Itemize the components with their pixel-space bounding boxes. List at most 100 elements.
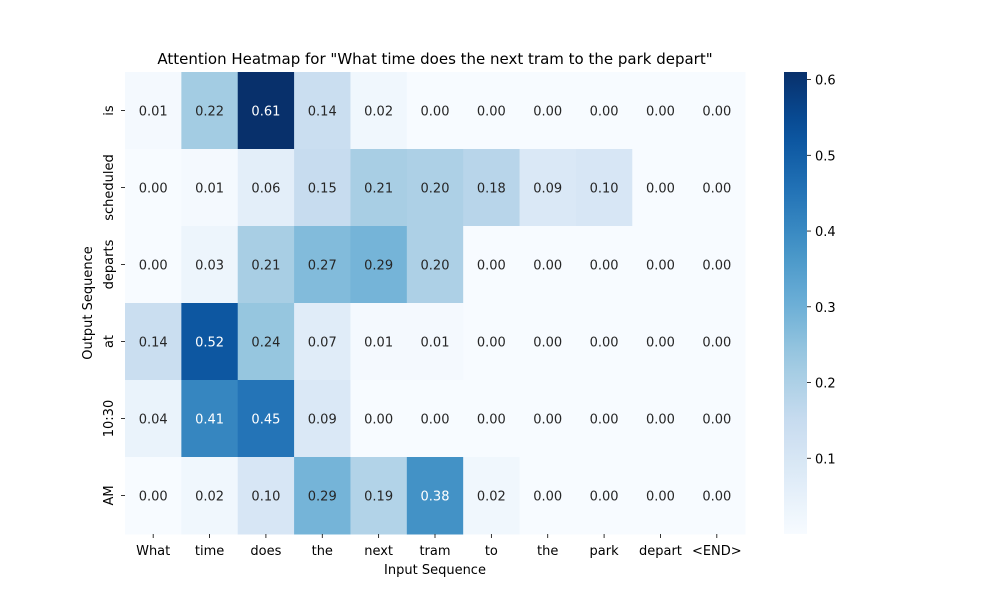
- cell-value-label: 0.00: [646, 182, 675, 197]
- y-tick-label: departs: [102, 239, 117, 289]
- heatmap-cell: [519, 149, 577, 227]
- cell-value-label: 0.00: [590, 105, 619, 120]
- cell-value-label: 0.20: [421, 182, 450, 197]
- heatmap-cell: [181, 72, 239, 150]
- heatmap-cell: [237, 303, 295, 381]
- heatmap-cell: [688, 380, 746, 458]
- cell-value-label: 0.01: [364, 336, 393, 351]
- x-tick-label: depart: [639, 544, 682, 559]
- cell-value-label: 0.00: [533, 490, 562, 505]
- x-tick-label: to: [485, 544, 498, 559]
- colorbar-tick-label: 0.2: [815, 377, 836, 392]
- cell-value-label: 0.14: [139, 336, 168, 351]
- heatmap-cell: [688, 226, 746, 304]
- heatmap-cell: [463, 380, 521, 458]
- cell-value-label: 0.00: [533, 105, 562, 120]
- heatmap-cell: [575, 457, 633, 535]
- heatmap-cell: [125, 303, 182, 381]
- cell-value-label: 0.45: [251, 413, 280, 428]
- cell-value-label: 0.20: [421, 259, 450, 274]
- heatmap-cell: [181, 457, 239, 535]
- heatmap-cell: [294, 457, 351, 535]
- cell-value-label: 0.00: [477, 259, 506, 274]
- heatmap-cell: [406, 457, 464, 535]
- x-tick-label: time: [195, 544, 224, 559]
- cell-value-label: 0.00: [421, 105, 450, 120]
- x-tick-label: does: [250, 544, 281, 559]
- heatmap-cell: [294, 149, 351, 227]
- heatmap-cell: [688, 457, 746, 535]
- colorbar: 0.1 0.2 0.3 0.4 0.5 0.6: [784, 72, 836, 534]
- heatmap-cell: [125, 72, 182, 150]
- heatmap-cell: [632, 72, 690, 150]
- cell-value-label: 0.18: [477, 182, 506, 197]
- colorbar-gradient: [784, 72, 807, 534]
- cell-value-label: 0.09: [308, 413, 337, 428]
- heatmap-cell: [350, 149, 408, 227]
- y-tick-label: AM: [102, 485, 117, 505]
- cell-value-label: 0.14: [308, 105, 337, 120]
- cell-value-label: 0.00: [533, 259, 562, 274]
- cell-value-label: 0.00: [646, 490, 675, 505]
- cell-value-label: 0.00: [702, 336, 731, 351]
- x-tick-label: What: [136, 544, 170, 559]
- cell-value-label: 0.00: [646, 259, 675, 274]
- cell-value-label: 0.00: [702, 182, 731, 197]
- heatmap-cell: [181, 380, 239, 458]
- heatmap-cell: [294, 72, 351, 150]
- cell-value-label: 0.21: [251, 259, 280, 274]
- heatmap-cell: [463, 72, 521, 150]
- x-tick-label: the: [312, 544, 333, 559]
- cell-value-label: 0.00: [364, 413, 393, 428]
- cell-value-label: 0.00: [590, 490, 619, 505]
- cell-value-label: 0.10: [251, 490, 280, 505]
- heatmap-cell: [519, 72, 577, 150]
- colorbar-tick-label: 0.6: [815, 74, 836, 89]
- heatmap-cell: [350, 457, 408, 535]
- heatmap-cell: [575, 72, 633, 150]
- colorbar-tick-label: 0.5: [815, 149, 836, 164]
- cell-value-label: 0.21: [364, 182, 393, 197]
- heatmap-cell: [237, 72, 295, 150]
- cell-value-label: 0.00: [477, 105, 506, 120]
- heatmap-cell: [688, 303, 746, 381]
- cell-value-label: 0.00: [590, 259, 619, 274]
- cell-value-label: 0.00: [477, 413, 506, 428]
- heatmap-cell: [294, 303, 351, 381]
- cell-value-label: 0.00: [702, 413, 731, 428]
- heatmap-cell: [125, 380, 182, 458]
- cell-value-label: 0.29: [364, 259, 393, 274]
- cell-value-label: 0.03: [195, 259, 224, 274]
- cell-value-label: 0.01: [195, 182, 224, 197]
- x-axis-ticks: What time does the next tram to the park depart <E…: [136, 534, 742, 559]
- heatmap-cell: [181, 226, 239, 304]
- colorbar-tick-label: 0.1: [815, 452, 836, 467]
- heatmap-cell: [125, 226, 182, 304]
- heatmap-cell: [463, 149, 521, 227]
- heatmap-cell: [519, 303, 577, 381]
- y-axis-ticks: is scheduled departs at 10:30 AM: [102, 105, 125, 506]
- cell-value-label: 0.02: [364, 105, 393, 120]
- y-tick-label: scheduled: [102, 154, 117, 221]
- cell-value-label: 0.38: [421, 490, 450, 505]
- cell-value-label: 0.52: [195, 336, 224, 351]
- heatmap-cell: [294, 380, 351, 458]
- heatmap-cell: [406, 149, 464, 227]
- cell-value-label: 0.09: [533, 182, 562, 197]
- heatmap-cell: [350, 303, 408, 381]
- cell-value-label: 0.15: [308, 182, 337, 197]
- y-tick-label: is: [102, 105, 117, 116]
- heatmap-cell: [632, 380, 690, 458]
- cell-value-label: 0.00: [590, 413, 619, 428]
- heatmap-cell: [125, 149, 182, 227]
- cell-value-label: 0.02: [195, 490, 224, 505]
- heatmap-cell: [237, 149, 295, 227]
- x-tick-label: the: [537, 544, 558, 559]
- cell-value-label: 0.10: [590, 182, 619, 197]
- heatmap-cell: [688, 72, 746, 150]
- cell-value-label: 0.01: [139, 105, 168, 120]
- heatmap-cell: [519, 226, 577, 304]
- cell-value-label: 0.00: [646, 105, 675, 120]
- cell-value-label: 0.01: [421, 336, 450, 351]
